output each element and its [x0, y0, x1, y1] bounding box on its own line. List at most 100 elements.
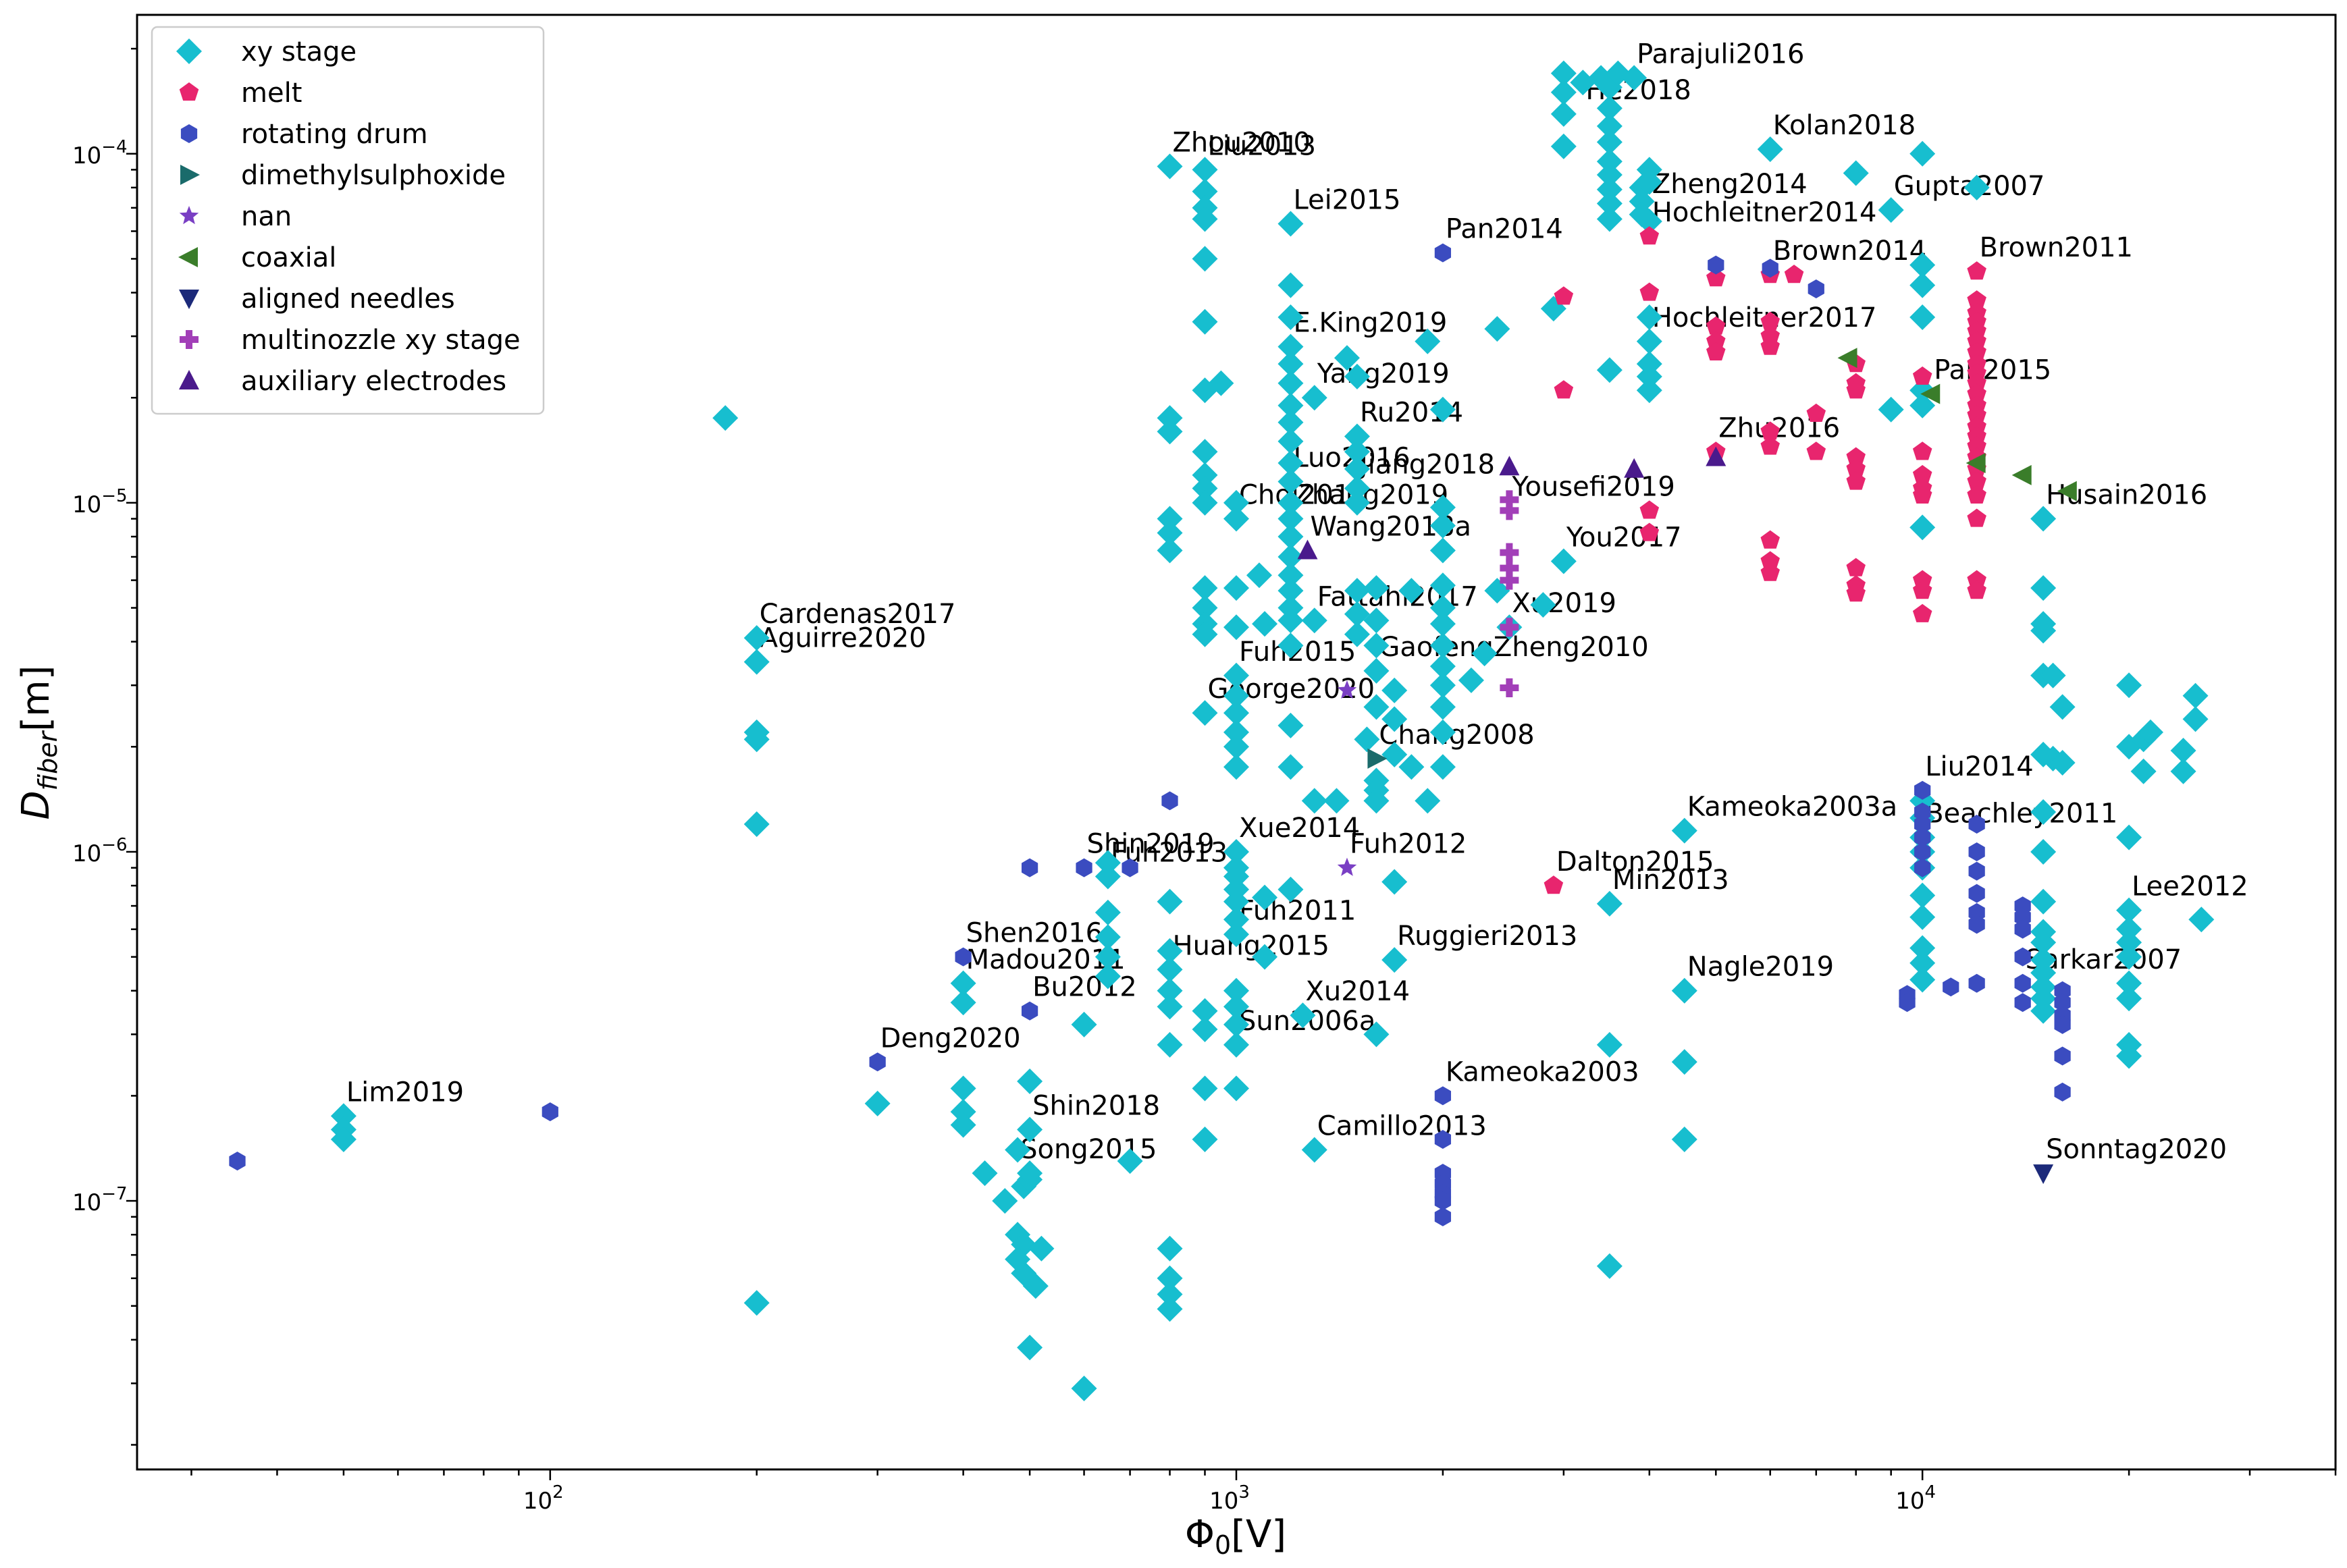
series-dimethylsulphoxide: [1367, 748, 1388, 769]
data-point: [1301, 1137, 1327, 1163]
data-point: [1639, 500, 1660, 519]
data-point: [1277, 562, 1304, 589]
annotation-label: Liu2014: [1925, 751, 2034, 782]
legend-label: multinozzle xy stage: [241, 325, 521, 356]
data-point: [2116, 944, 2142, 970]
data-point: [1277, 876, 1304, 902]
data-point: [1846, 447, 1866, 466]
data-point: [1596, 95, 1623, 121]
data-point: [1429, 694, 1456, 720]
data-point: [1223, 888, 1249, 915]
data-point: [1846, 380, 1866, 399]
data-point: [2116, 916, 2142, 942]
data-point: [1344, 475, 1370, 502]
data-point: [1363, 788, 1390, 814]
annotation-label: Nagle2019: [1687, 952, 1834, 983]
data-point: [1968, 884, 1985, 903]
data-point: [1943, 977, 1959, 997]
series-melt: [1544, 226, 1986, 894]
annotation-label: E.King2019: [1293, 308, 1447, 339]
series-nan: [1337, 680, 1357, 876]
data-point: [1636, 208, 1662, 234]
annotation-label: Shen2016: [966, 918, 1103, 949]
data-point: [1223, 921, 1249, 948]
x-tick-label: 103: [1209, 1482, 1250, 1515]
data-point: [1636, 328, 1662, 354]
data-point: [1757, 136, 1783, 163]
data-point: [1484, 316, 1510, 342]
data-point: [1157, 956, 1183, 983]
data-point: [1639, 226, 1660, 245]
data-point: [1550, 548, 1577, 574]
data-point: [1671, 1127, 1697, 1153]
data-point: [1157, 1281, 1183, 1307]
data-point: [1914, 828, 1931, 847]
data-point: [1760, 336, 1781, 355]
data-point: [1967, 261, 1986, 280]
data-point: [1846, 458, 1866, 477]
data-point: [2030, 799, 2057, 826]
data-point: [1192, 1016, 1218, 1042]
data-point: [1301, 788, 1327, 814]
data-point: [1968, 815, 1985, 834]
data-point: [2170, 758, 2196, 784]
annotation-label: Bu2012: [1032, 972, 1137, 1003]
data-point: [1429, 653, 1456, 680]
data-point: [1017, 1069, 1043, 1095]
data-point: [1192, 998, 1218, 1024]
data-point: [1914, 842, 1931, 861]
data-point: [2030, 998, 2057, 1024]
annotation-label: Lei2015: [1293, 185, 1400, 216]
annotation-label: Lim2019: [346, 1077, 464, 1108]
y-tick-label: 10−6: [72, 835, 128, 867]
data-point: [1277, 523, 1304, 549]
data-point: [743, 1290, 770, 1316]
data-point: [1223, 754, 1249, 780]
data-point: [1760, 562, 1781, 581]
data-point: [1596, 113, 1623, 139]
data-point: [1967, 290, 1986, 309]
data-point: [1071, 1011, 1097, 1037]
data-point: [1499, 456, 1520, 476]
data-point: [1909, 882, 1936, 909]
data-point: [1398, 578, 1425, 604]
data-point: [1344, 489, 1370, 516]
data-point: [1909, 272, 1936, 298]
data-point: [1363, 657, 1390, 684]
data-point: [1909, 392, 1936, 418]
annotation-label: Xu2014: [1305, 976, 1410, 1007]
data-point: [2054, 1015, 2071, 1034]
data-point: [1912, 603, 1932, 622]
data-point: [1671, 1049, 1697, 1075]
annotation-label: Pan2015: [1934, 355, 2051, 386]
annotation-label: Deng2020: [880, 1023, 1021, 1054]
annotation-label: Camillo2013: [1317, 1111, 1487, 1142]
data-point: [1914, 815, 1931, 834]
data-point: [1223, 575, 1249, 601]
data-point: [2170, 737, 2196, 763]
y-tick-label: 10−7: [72, 1184, 128, 1216]
data-point: [1223, 662, 1249, 688]
data-point: [1500, 558, 1519, 578]
annotation-label: Beachley2011: [1925, 799, 2117, 830]
data-point: [1909, 252, 1936, 278]
data-point: [1277, 333, 1304, 360]
data-point: [1920, 383, 1941, 404]
annotation-labels: Parajuli2016He2018Kolan2018Zhou2010Liu20…: [346, 38, 2248, 1165]
data-point: [1290, 1002, 1316, 1029]
data-point: [1021, 1001, 1038, 1021]
annotation-label: Shin2018: [1032, 1091, 1160, 1122]
data-point: [1344, 578, 1370, 604]
data-point: [1277, 304, 1304, 331]
data-point: [1434, 1086, 1452, 1106]
data-point: [1192, 1127, 1218, 1153]
data-point: [1223, 682, 1249, 709]
data-point: [2182, 706, 2209, 732]
data-point: [2116, 985, 2142, 1012]
data-point: [1963, 174, 1990, 200]
series-multinozzle-xy-stage: [1500, 490, 1519, 698]
annotation-label: Zhang2019: [1293, 480, 1448, 511]
data-point: [1706, 446, 1726, 466]
data-point: [950, 1112, 976, 1138]
legend: xy stage melt rotating drum dimethylsulphox…: [151, 26, 545, 415]
